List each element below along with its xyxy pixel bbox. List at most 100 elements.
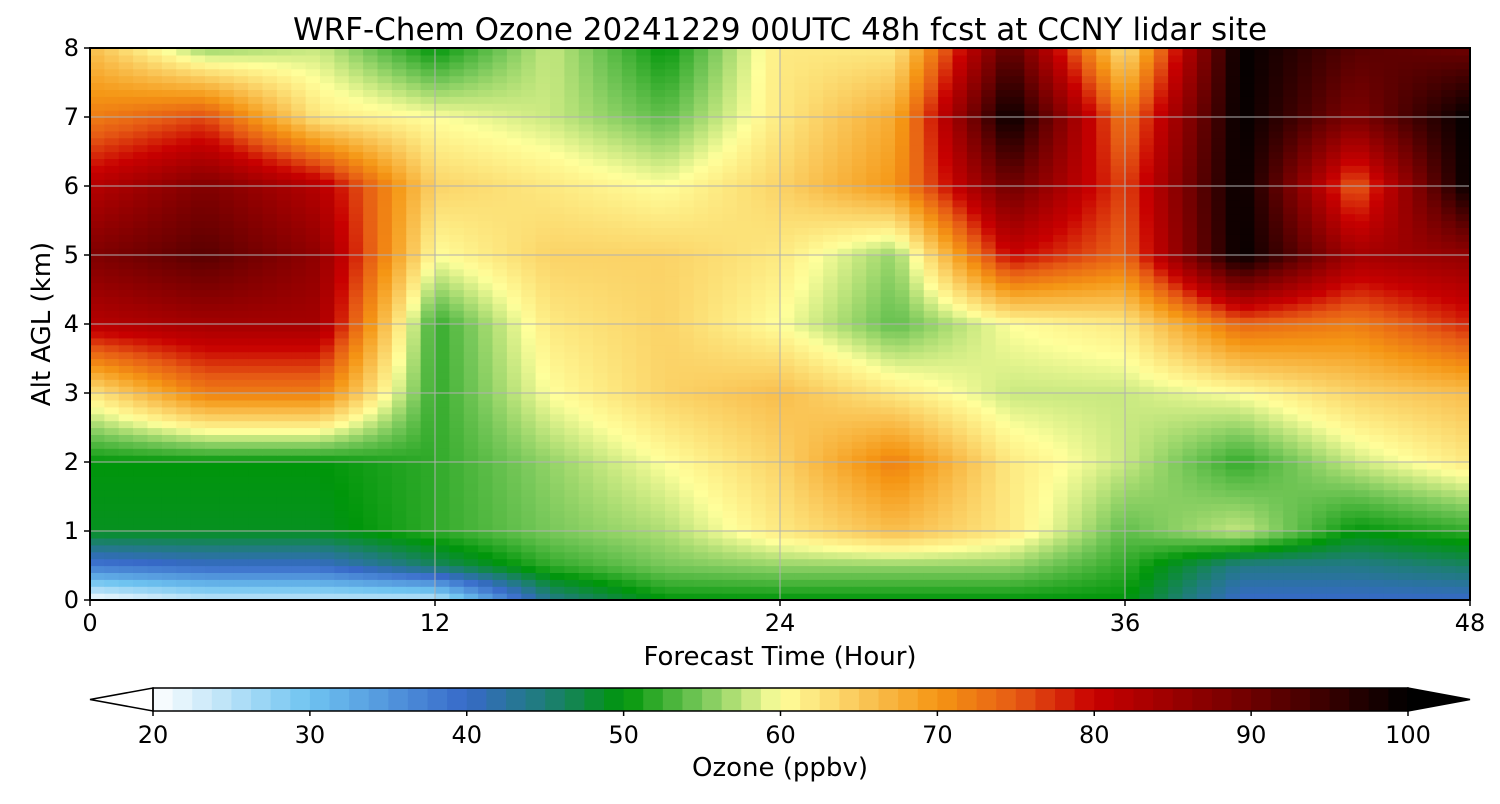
field-cell: [1326, 482, 1342, 491]
field-cell: [420, 358, 436, 366]
field-cell: [1254, 434, 1270, 442]
field-cell: [722, 248, 738, 256]
field-cell: [636, 248, 652, 256]
field-cell: [693, 399, 709, 408]
field-cell: [794, 544, 810, 553]
field-cell: [305, 268, 321, 277]
field-cell: [1240, 551, 1255, 560]
field-cell: [909, 579, 925, 587]
field-cell: [1254, 462, 1270, 470]
field-cell: [607, 255, 623, 263]
field-cell: [880, 468, 896, 477]
field-cell: [1053, 275, 1069, 284]
field-cell: [578, 434, 594, 442]
field-cell: [1311, 517, 1327, 525]
field-cell: [1426, 537, 1442, 546]
field-cell: [506, 317, 522, 325]
field-cell: [133, 448, 149, 456]
field-cell: [334, 261, 350, 270]
field-cell: [291, 310, 307, 318]
field-cell: [1426, 399, 1442, 408]
field-cell: [205, 420, 220, 429]
field-cell: [1196, 496, 1212, 504]
field-cell: [1355, 317, 1370, 325]
field-cell: [823, 379, 839, 387]
field-cell: [1398, 427, 1414, 435]
field-cell: [1010, 441, 1025, 449]
field-cell: [348, 379, 364, 387]
field-cell: [1081, 372, 1097, 380]
field-cell: [478, 531, 494, 539]
field-cell: [276, 420, 292, 429]
field-cell: [1283, 337, 1299, 346]
field-cell: [995, 489, 1011, 498]
field-cell: [693, 358, 709, 366]
field-cell: [248, 372, 264, 380]
field-cell: [377, 482, 393, 491]
field-cell: [334, 510, 350, 518]
field-cell: [276, 572, 292, 580]
field-cell: [665, 462, 680, 470]
field-cell: [248, 517, 264, 525]
field-cell: [363, 351, 379, 360]
field-cell: [1010, 510, 1025, 518]
field-cell: [995, 268, 1011, 277]
field-cell: [1225, 365, 1241, 373]
field-cell: [1110, 303, 1126, 311]
field-cell: [578, 544, 594, 553]
field-cell: [1412, 475, 1428, 484]
field-cell: [535, 296, 551, 304]
field-cell: [348, 482, 364, 491]
field-cell: [578, 593, 594, 601]
field-cell: [463, 475, 479, 484]
field-cell: [521, 330, 537, 339]
field-cell: [492, 475, 508, 484]
field-cell: [1211, 337, 1227, 346]
field-cell: [1326, 586, 1342, 594]
field-cell: [104, 413, 120, 422]
field-cell: [420, 268, 436, 277]
field-cell: [190, 558, 206, 567]
field-cell: [1067, 551, 1083, 560]
field-cell: [895, 255, 910, 263]
field-cell: [736, 330, 752, 339]
field-cell: [1398, 351, 1414, 360]
field-cell: [233, 565, 249, 573]
field-cell: [1081, 510, 1097, 518]
field-cell: [391, 379, 407, 387]
field-cell: [995, 275, 1011, 284]
field-cell: [823, 393, 839, 401]
field-cell: [981, 317, 997, 325]
field-cell: [90, 586, 105, 594]
field-cell: [463, 365, 479, 373]
field-cell: [751, 296, 767, 304]
field-cell: [1010, 482, 1025, 491]
field-cell: [650, 330, 666, 339]
field-cell: [363, 510, 379, 518]
field-cell: [478, 427, 494, 435]
field-cell: [952, 399, 968, 408]
field-cell: [176, 248, 192, 256]
field-cell: [1412, 351, 1428, 360]
field-cell: [938, 579, 954, 587]
field-cell: [966, 427, 982, 435]
field-cell: [1067, 337, 1083, 346]
field-cell: [995, 330, 1011, 339]
field-cell: [348, 317, 364, 325]
field-cell: [593, 268, 609, 277]
field-cell: [1096, 372, 1112, 380]
field-cell: [665, 434, 680, 442]
field-cell: [981, 275, 997, 284]
field-cell: [1225, 503, 1241, 511]
field-cell: [348, 462, 364, 470]
field-cell: [449, 427, 465, 435]
field-cell: [1254, 551, 1270, 560]
field-cell: [837, 544, 853, 553]
field-cell: [564, 496, 580, 504]
field-cell: [1110, 517, 1126, 525]
field-cell: [722, 420, 738, 429]
field-cell: [233, 489, 249, 498]
field-cell: [1053, 448, 1069, 456]
field-cell: [1125, 475, 1140, 484]
field-cell: [104, 558, 120, 567]
